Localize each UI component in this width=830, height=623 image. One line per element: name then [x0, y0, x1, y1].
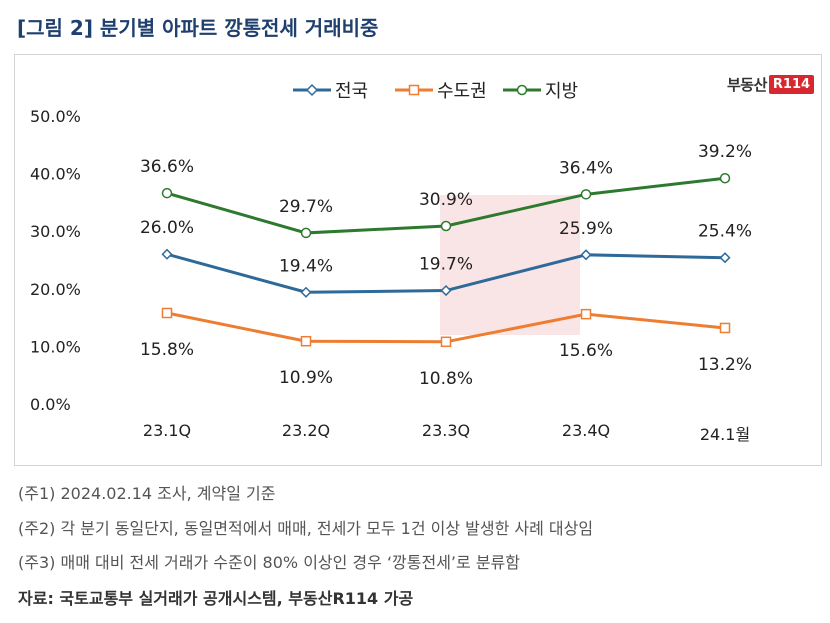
data-label: 19.7% — [419, 255, 473, 275]
data-label: 15.8% — [140, 340, 194, 360]
data-label: 15.6% — [559, 341, 613, 361]
x-tick-label: 24.1월 — [700, 425, 750, 444]
data-label: 36.4% — [559, 158, 613, 178]
data-point — [300, 335, 312, 347]
brand-logo: 부동산 R114 — [727, 71, 815, 97]
series-1: 26.0% 19.4% 19.7% 25.9% 25.4% — [140, 218, 752, 298]
x-tick-label: 23.2Q — [282, 421, 330, 440]
x-tick-label: 23.4Q — [562, 421, 610, 440]
data-label: 25.9% — [559, 219, 613, 239]
legend-item: 수도권 — [395, 81, 487, 102]
y-tick-label: 30.0% — [30, 222, 81, 241]
y-tick-label: 20.0% — [30, 280, 81, 299]
data-label: 25.4% — [698, 222, 752, 242]
y-tick-label: 40.0% — [30, 165, 81, 184]
series-3: 36.6% 29.7% 30.9% 36.4% 39.2% — [140, 142, 752, 239]
data-point — [300, 227, 312, 239]
watermark — [440, 195, 580, 335]
note-1: (주1) 2024.02.14 조사, 계약일 기준 — [18, 484, 276, 503]
x-tick-label: 23.1Q — [143, 421, 191, 440]
note-2: (주2) 각 분기 동일단지, 동일면적에서 매매, 전세가 모두 1건 이상 … — [18, 519, 594, 538]
data-label: 26.0% — [140, 218, 194, 238]
note-3: (주3) 매매 대비 전세 거래가 수준이 80% 이상인 경우 ‘깡통전세’로… — [18, 553, 520, 572]
legend-marker — [516, 84, 528, 96]
x-tick-label: 23.3Q — [422, 421, 470, 440]
source-note: 자료: 국토교통부 실거래가 공개시스템, 부동산R114 가공 — [18, 589, 414, 608]
legend-marker — [408, 84, 420, 96]
data-point — [300, 286, 312, 298]
data-point — [719, 172, 731, 184]
data-point — [161, 248, 173, 260]
data-label: 29.7% — [279, 197, 333, 217]
data-point — [719, 322, 731, 334]
data-label: 10.9% — [279, 368, 333, 388]
data-point — [161, 307, 173, 319]
legend-item: 전국 — [293, 81, 368, 102]
data-point — [440, 284, 452, 297]
legend-label: 지방 — [545, 81, 578, 102]
data-point — [580, 249, 592, 261]
y-tick-label: 10.0% — [30, 337, 81, 356]
series-2: 15.8% 10.9% 10.8% 15.6% 13.2% — [140, 307, 752, 389]
y-axis: 0.0% 10.0% 20.0% 30.0% 40.0% 50.0% — [30, 107, 81, 414]
data-label: 30.9% — [419, 190, 473, 210]
data-point — [440, 220, 452, 232]
chart-title: [그림 2] 분기별 아파트 깡통전세 거래비중 — [17, 16, 379, 40]
series-lines: 26.0% 19.4% 19.7% 25.9% 25.4% 15.8% 10.9% 10.8%… — [140, 142, 752, 389]
y-tick-label: 50.0% — [30, 107, 81, 126]
data-label: 36.6% — [140, 157, 194, 177]
data-point — [161, 187, 173, 199]
y-tick-label: 0.0% — [30, 395, 71, 414]
data-point — [440, 336, 452, 348]
data-point — [580, 308, 592, 320]
data-label: 10.8% — [419, 369, 473, 389]
legend-label: 수도권 — [437, 81, 487, 102]
data-point — [719, 252, 731, 264]
legend-item: 지방 — [503, 81, 578, 102]
data-point — [580, 189, 592, 200]
logo-text: 부동산 — [727, 75, 767, 94]
data-label: 39.2% — [698, 142, 752, 162]
legend-label: 전국 — [335, 81, 368, 102]
legend-marker — [305, 83, 319, 97]
logo-badge: R114 — [768, 74, 815, 94]
data-label: 19.4% — [279, 256, 333, 276]
x-axis: 23.1Q 23.2Q 23.3Q 23.4Q 24.1월 — [143, 421, 750, 444]
data-label: 13.2% — [698, 355, 752, 375]
chart-panel — [14, 54, 822, 466]
legend: 전국 수도권 지방 — [293, 81, 578, 102]
